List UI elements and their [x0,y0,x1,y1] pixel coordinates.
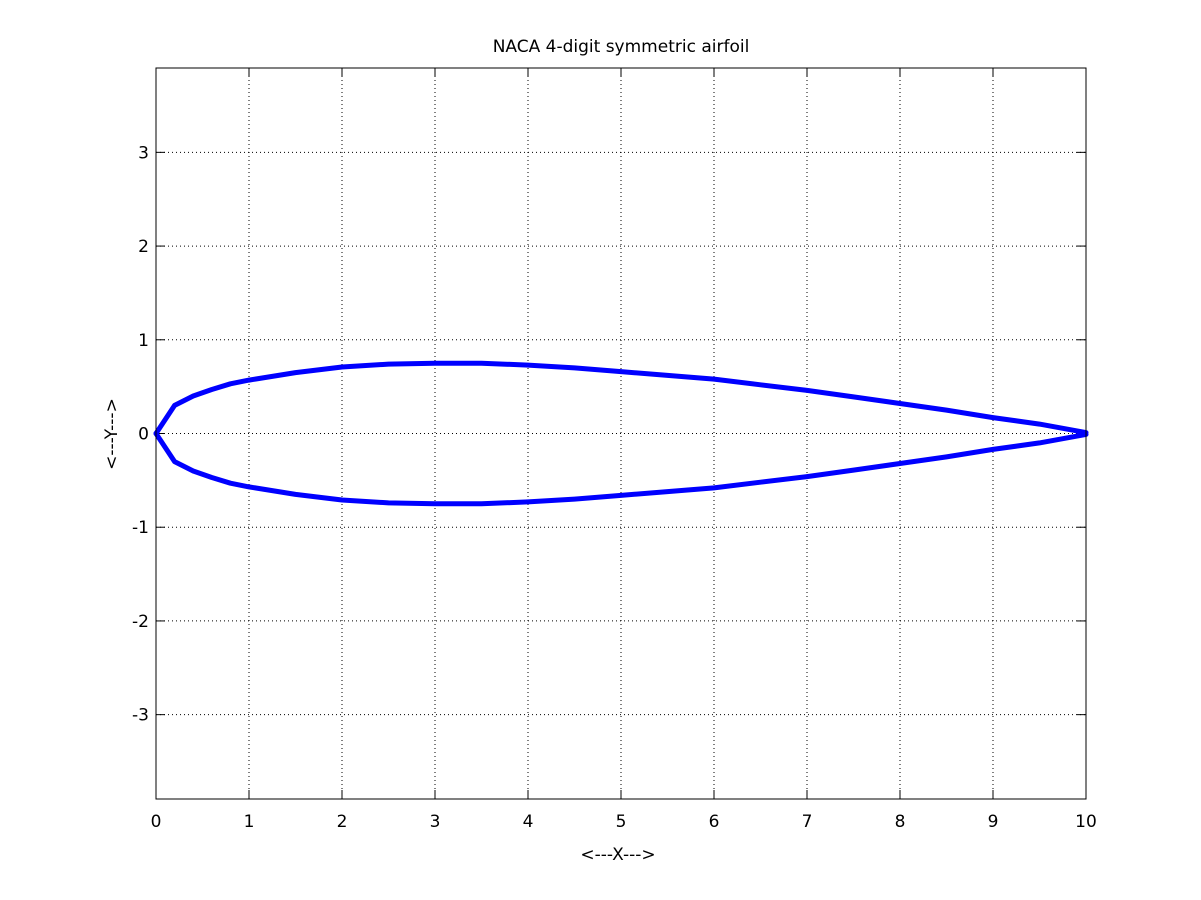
x-tick-label: 7 [802,812,813,832]
upper-surface-line [153,360,1089,436]
chart-title: NACA 4-digit symmetric airfoil [493,37,750,57]
y-tick-label: -2 [132,612,149,632]
x-tick-label: 8 [895,812,906,832]
tick-labels: 0 1 2 3 4 5 6 7 8 9 10 -3 -2 -1 0 1 2 3 [132,143,1097,832]
grid [156,68,1086,799]
x-tick-label: 10 [1075,812,1097,832]
series-layer [153,360,1089,507]
y-tick-label: -3 [132,706,149,726]
y-tick-label: 0 [138,425,149,445]
y-tick-label: 1 [138,331,149,351]
x-tick-label: 6 [709,812,720,832]
x-tick-label: 1 [244,812,255,832]
plot-frame [155,67,1087,800]
lower-surface-line [153,431,1089,507]
x-tick-label: 3 [430,812,441,832]
x-tick-label: 5 [616,812,627,832]
x-tick-label: 0 [151,812,162,832]
x-axis-label: <---X---> [580,845,655,865]
y-tick-label: 3 [138,143,149,163]
x-tick-label: 4 [523,812,534,832]
y-axis-label: <---Y---> [102,398,122,470]
y-tick-label: 2 [138,237,149,257]
x-tick-label: 2 [337,812,348,832]
x-tick-label: 9 [988,812,999,832]
y-tick-label: -1 [132,518,149,538]
